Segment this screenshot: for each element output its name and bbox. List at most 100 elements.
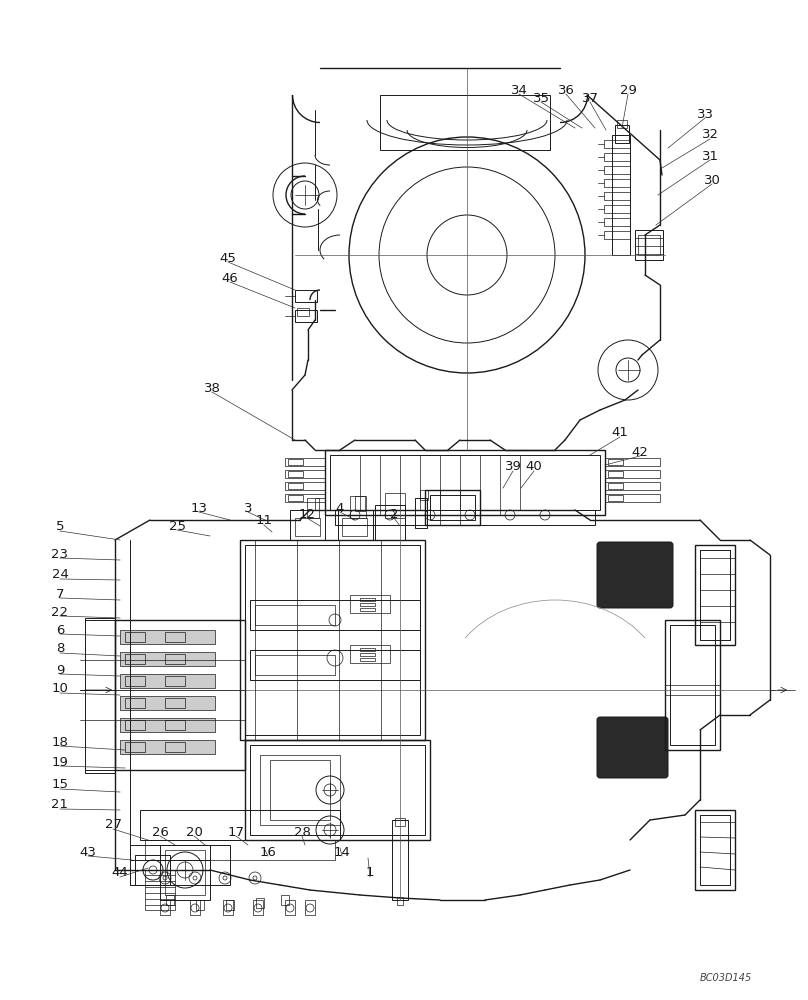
Bar bbox=[335, 510, 595, 525]
Text: 20: 20 bbox=[186, 826, 203, 838]
Bar bbox=[165, 742, 185, 752]
Text: 9: 9 bbox=[56, 664, 64, 676]
Text: 27: 27 bbox=[104, 818, 121, 832]
Text: 2: 2 bbox=[389, 508, 398, 520]
Bar bbox=[125, 720, 145, 730]
Bar bbox=[315, 498, 325, 510]
Bar bbox=[695, 545, 735, 645]
Bar bbox=[270, 760, 330, 820]
Text: 38: 38 bbox=[204, 381, 221, 394]
Text: 46: 46 bbox=[221, 271, 238, 284]
Text: 1: 1 bbox=[366, 866, 374, 880]
Bar bbox=[285, 900, 295, 915]
Text: 33: 33 bbox=[696, 107, 713, 120]
Text: 13: 13 bbox=[191, 502, 208, 514]
Bar bbox=[295, 310, 317, 322]
Bar bbox=[604, 153, 630, 161]
Bar bbox=[125, 698, 145, 708]
Bar bbox=[165, 632, 185, 642]
Bar bbox=[253, 900, 263, 915]
Text: BC03D145: BC03D145 bbox=[700, 973, 752, 983]
Bar bbox=[260, 755, 340, 825]
Bar bbox=[355, 496, 365, 511]
Bar bbox=[420, 490, 428, 500]
Text: 4: 4 bbox=[336, 502, 344, 514]
Bar bbox=[604, 140, 630, 148]
Text: 34: 34 bbox=[511, 84, 528, 97]
Bar bbox=[288, 459, 303, 465]
Bar bbox=[165, 850, 205, 895]
Text: 21: 21 bbox=[52, 798, 69, 812]
Bar bbox=[325, 450, 605, 515]
Bar bbox=[360, 648, 375, 651]
Bar bbox=[392, 820, 408, 900]
Bar bbox=[375, 505, 405, 540]
Bar bbox=[165, 698, 185, 708]
Bar bbox=[350, 595, 390, 613]
Bar bbox=[330, 455, 600, 510]
Bar bbox=[612, 135, 630, 255]
Text: 32: 32 bbox=[701, 128, 718, 141]
Bar bbox=[380, 95, 550, 150]
Bar bbox=[288, 495, 303, 501]
Text: 19: 19 bbox=[52, 756, 69, 768]
Bar bbox=[695, 810, 735, 890]
Bar bbox=[385, 493, 405, 518]
Bar bbox=[145, 840, 335, 860]
Text: 11: 11 bbox=[255, 514, 272, 528]
Text: 22: 22 bbox=[52, 605, 69, 618]
Bar bbox=[140, 810, 340, 840]
Text: 3: 3 bbox=[244, 502, 252, 514]
Bar bbox=[350, 496, 366, 518]
Bar bbox=[165, 676, 185, 686]
Text: 45: 45 bbox=[220, 251, 237, 264]
Bar bbox=[360, 653, 375, 656]
Text: 42: 42 bbox=[632, 446, 649, 458]
Bar bbox=[190, 900, 200, 915]
Text: 30: 30 bbox=[704, 174, 721, 186]
Bar bbox=[165, 720, 185, 730]
Bar bbox=[360, 455, 400, 510]
Text: 43: 43 bbox=[79, 846, 96, 858]
Text: 31: 31 bbox=[701, 149, 718, 162]
Bar bbox=[196, 900, 204, 910]
Bar bbox=[604, 166, 630, 174]
Bar bbox=[245, 740, 430, 840]
Bar bbox=[125, 632, 145, 642]
Bar bbox=[700, 550, 730, 640]
Bar bbox=[360, 658, 375, 661]
Text: 14: 14 bbox=[334, 846, 351, 858]
Bar bbox=[608, 483, 623, 489]
Bar bbox=[605, 494, 660, 502]
Bar bbox=[165, 654, 185, 664]
FancyBboxPatch shape bbox=[597, 542, 673, 608]
Bar bbox=[288, 483, 303, 489]
Bar bbox=[350, 645, 390, 663]
Bar bbox=[425, 490, 480, 525]
Bar bbox=[395, 818, 405, 826]
Bar bbox=[285, 482, 325, 490]
Bar bbox=[255, 605, 335, 625]
Bar bbox=[281, 895, 289, 905]
Bar bbox=[430, 495, 475, 520]
Bar bbox=[223, 900, 233, 915]
Bar bbox=[145, 870, 175, 910]
Bar bbox=[226, 900, 234, 910]
Bar bbox=[604, 218, 630, 226]
Bar bbox=[285, 458, 325, 466]
Text: 18: 18 bbox=[52, 736, 69, 748]
Bar bbox=[240, 540, 425, 740]
Text: 39: 39 bbox=[504, 460, 521, 474]
Bar bbox=[256, 898, 264, 908]
Text: 41: 41 bbox=[612, 426, 629, 440]
Bar bbox=[160, 900, 170, 915]
Text: 15: 15 bbox=[52, 778, 69, 792]
Bar bbox=[120, 696, 215, 710]
Bar bbox=[297, 308, 309, 316]
Bar bbox=[295, 518, 320, 536]
Text: 28: 28 bbox=[293, 826, 310, 838]
Bar bbox=[120, 630, 215, 644]
Bar bbox=[604, 179, 630, 187]
Bar bbox=[85, 618, 115, 773]
Text: 24: 24 bbox=[52, 568, 69, 582]
